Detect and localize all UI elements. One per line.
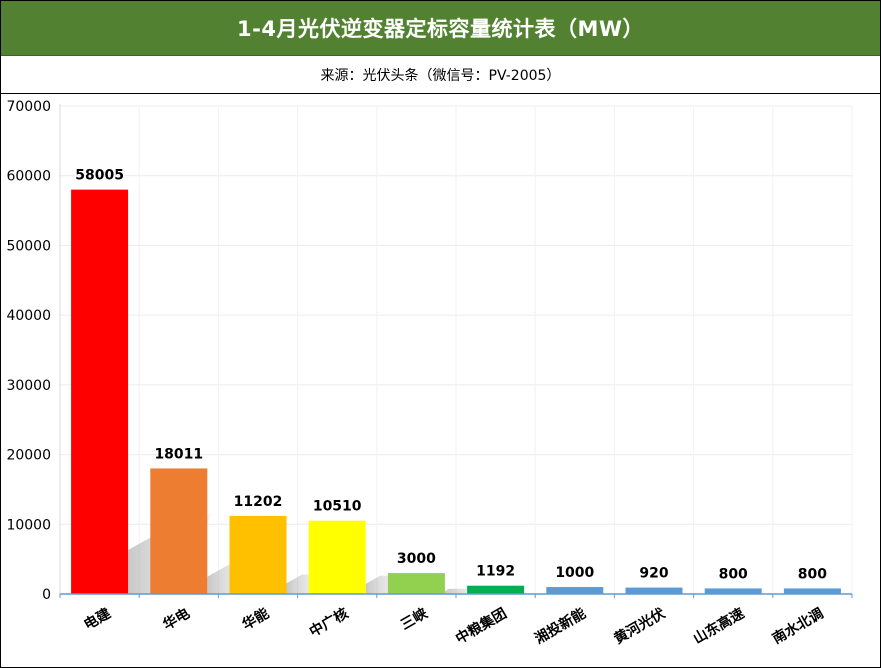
x-tick-label: 山东高速	[690, 605, 747, 648]
data-label: 11202	[234, 494, 283, 510]
gridlines	[60, 105, 853, 594]
y-tick-label: 0	[42, 587, 51, 603]
axes	[59, 104, 853, 598]
data-label: 1000	[555, 565, 594, 581]
x-tick-label: 中广核	[306, 605, 351, 641]
data-label: 1192	[476, 564, 515, 580]
x-axis-ticks: 电建 华电 华能 中广核 三峡 中粮集团 湘投新能 黄河光伏 山东高速 南水北调	[81, 604, 827, 647]
bar	[704, 588, 762, 594]
data-label: 58005	[75, 168, 124, 184]
x-tick-label: 黄河光伏	[611, 605, 668, 648]
y-axis-ticks: 0 10000 20000 30000 40000 50000 60000 70000	[6, 99, 51, 603]
data-label: 800	[798, 566, 827, 582]
bar	[467, 585, 525, 594]
bar	[71, 189, 129, 594]
x-tick-label: 中粮集团	[453, 605, 510, 648]
y-tick-label: 70000	[6, 99, 51, 115]
bar	[783, 588, 841, 594]
y-tick-label: 50000	[6, 238, 51, 254]
bar	[625, 587, 683, 594]
bars	[71, 189, 841, 594]
data-labels: 58005 18011 11202 10510 3000 1192 1000 920 800 80…	[75, 168, 827, 583]
bar-chart: 0 10000 20000 30000 40000 50000 60000 70000 电建 华…	[6, 99, 853, 647]
y-tick-label: 20000	[6, 448, 51, 464]
bar	[150, 468, 208, 594]
data-label: 10510	[313, 499, 362, 515]
bar	[546, 587, 604, 594]
chart-subtitle: 来源：光伏头条（微信号：PV-2005）	[1, 56, 880, 94]
data-label: 920	[639, 566, 668, 582]
y-tick-label: 10000	[6, 517, 51, 533]
data-label: 3000	[397, 551, 436, 567]
x-tick-label: 电建	[81, 605, 114, 634]
bar	[308, 520, 366, 594]
x-tick-label: 华电	[160, 605, 193, 634]
y-tick-label: 30000	[6, 378, 51, 394]
bar	[229, 515, 287, 594]
y-tick-label: 40000	[6, 308, 51, 324]
bar	[387, 573, 445, 594]
x-tick-label: 南水北调	[769, 605, 826, 648]
chart-title: 1-4月光伏逆变器定标容量统计表（MW）	[1, 1, 880, 56]
data-label: 800	[719, 566, 748, 582]
x-tick-label: 华能	[239, 605, 272, 634]
y-tick-label: 60000	[6, 169, 51, 185]
x-tick-label: 三峡	[398, 604, 432, 633]
x-tick-label: 湘投新能	[532, 605, 589, 648]
data-label: 18011	[154, 446, 203, 462]
